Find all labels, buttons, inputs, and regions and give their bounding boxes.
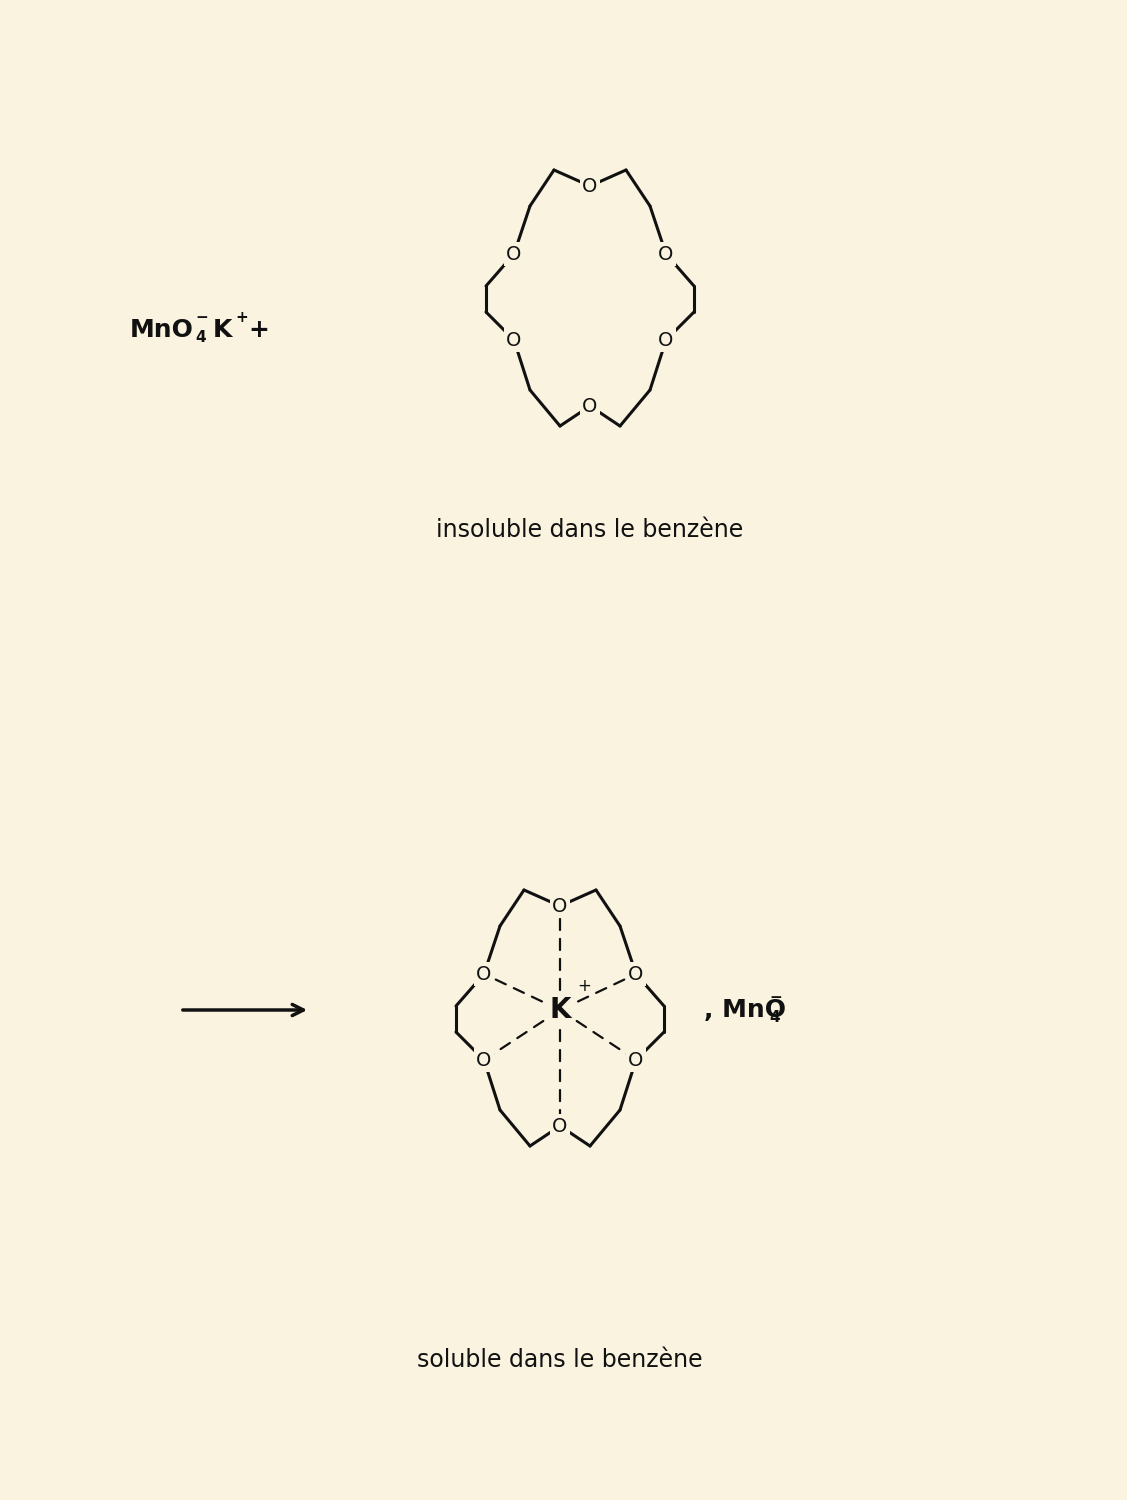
Text: MnO: MnO [130, 318, 194, 342]
Text: O: O [629, 1050, 644, 1070]
Text: −: − [195, 310, 207, 326]
Text: +: + [248, 318, 269, 342]
Text: O: O [658, 330, 674, 350]
Text: +: + [577, 976, 591, 994]
Text: O: O [658, 244, 674, 264]
Text: +: + [236, 310, 248, 326]
Text: 4: 4 [769, 1011, 780, 1026]
Text: −: − [769, 990, 782, 1005]
Text: O: O [629, 964, 644, 984]
Text: O: O [583, 396, 597, 416]
Text: , MnO: , MnO [704, 998, 786, 1022]
Text: 4: 4 [195, 330, 205, 345]
Text: O: O [477, 1050, 491, 1070]
Text: soluble dans le benzène: soluble dans le benzène [417, 1348, 703, 1372]
Text: O: O [583, 177, 597, 195]
Text: O: O [552, 897, 568, 915]
Text: O: O [477, 964, 491, 984]
Text: O: O [552, 1116, 568, 1136]
Text: insoluble dans le benzène: insoluble dans le benzène [436, 518, 744, 542]
Text: K: K [549, 996, 570, 1024]
Text: O: O [506, 330, 522, 350]
Text: K: K [213, 318, 232, 342]
Text: O: O [506, 244, 522, 264]
